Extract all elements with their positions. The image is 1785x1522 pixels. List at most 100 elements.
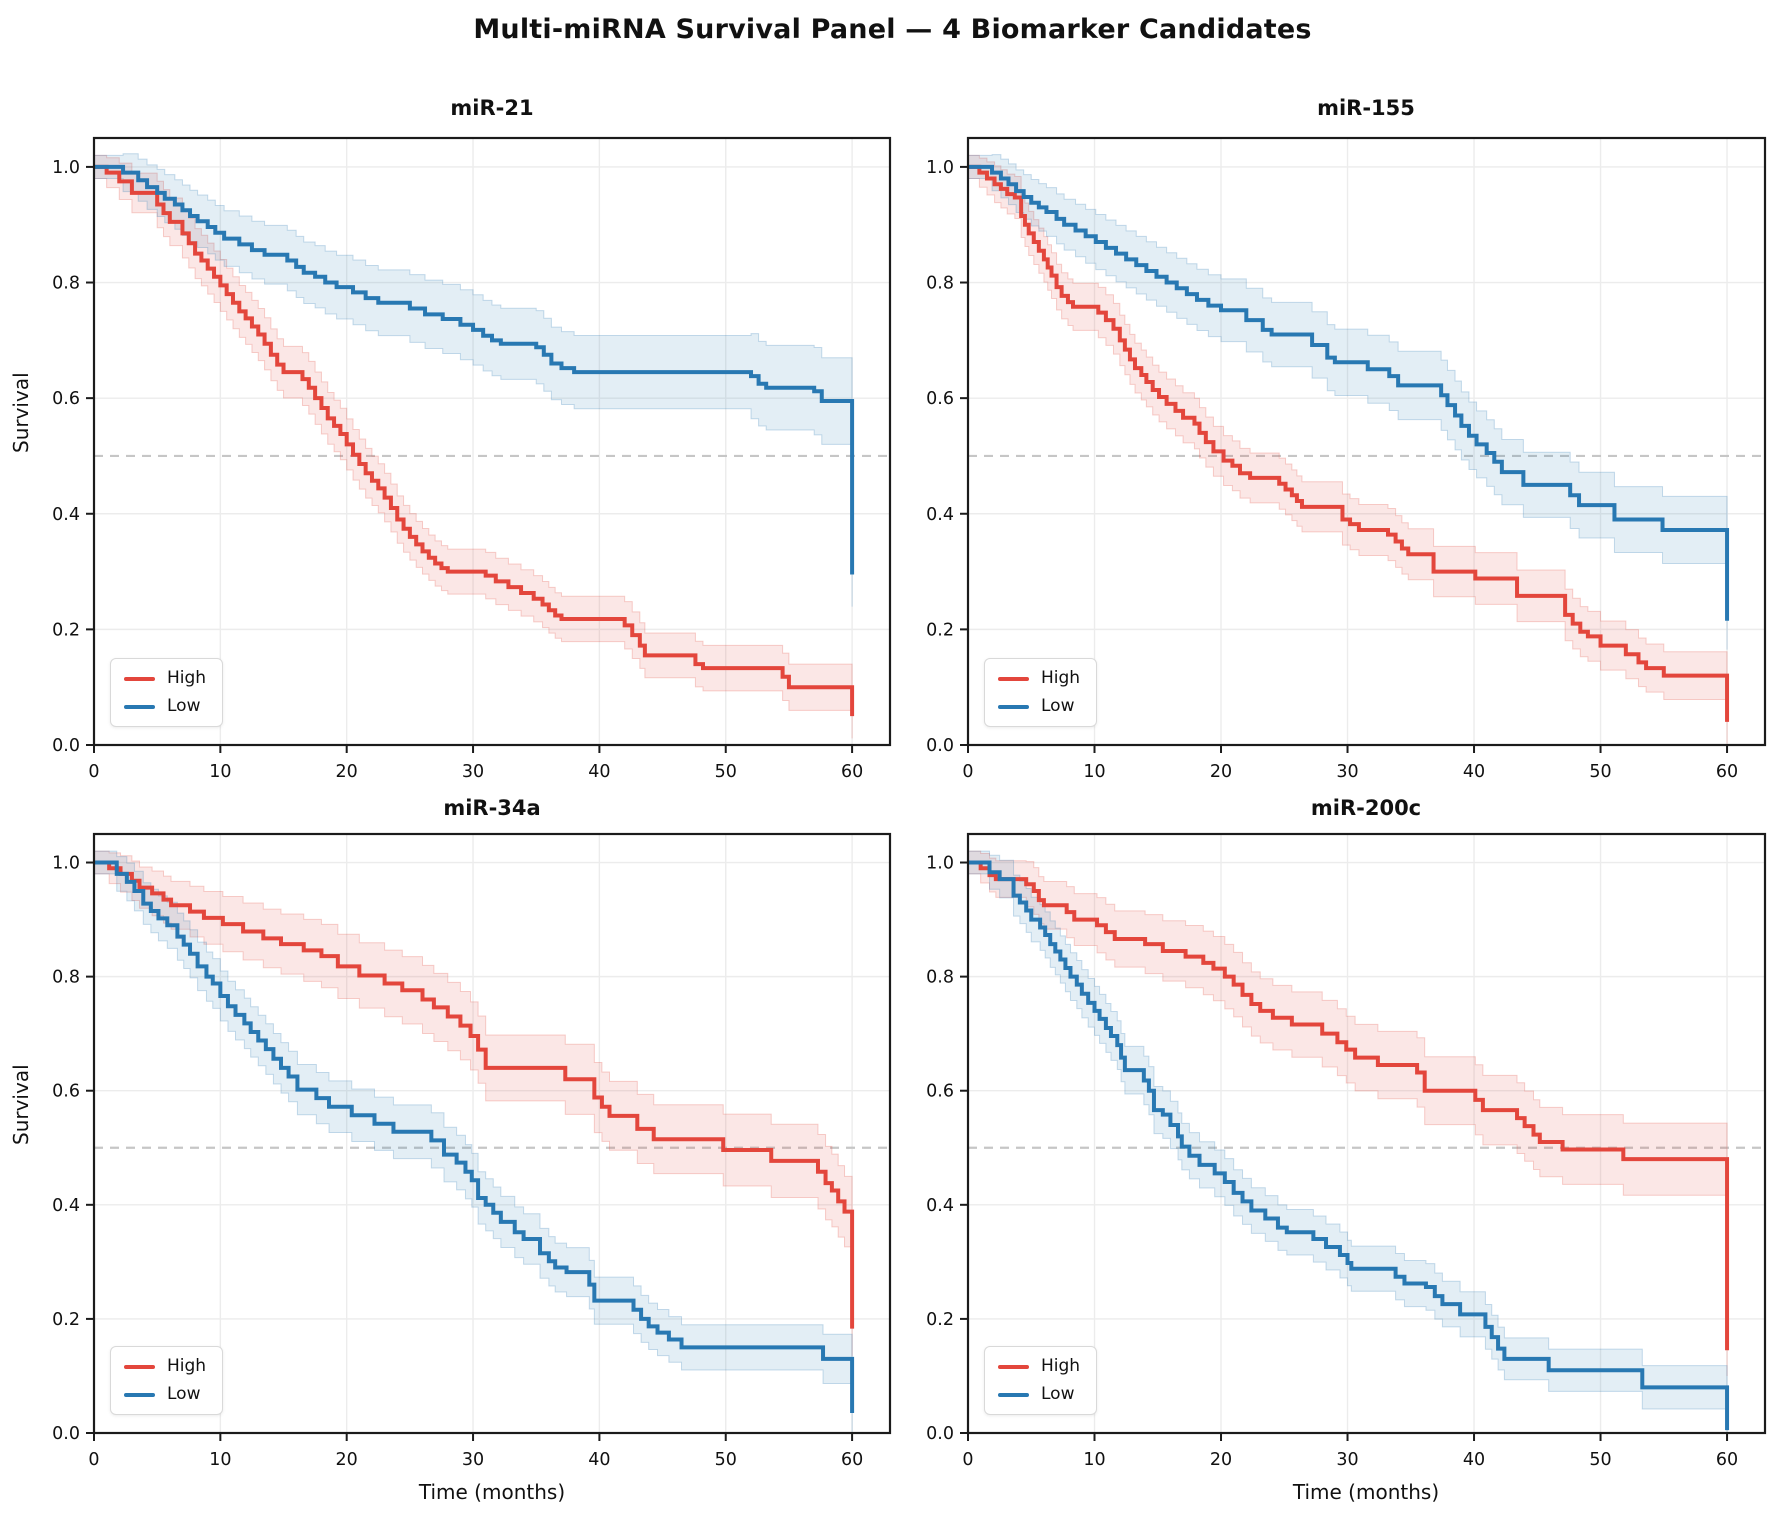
y-tick-label: 1.0 — [926, 158, 954, 178]
ci-band-low — [967, 850, 1728, 1432]
plot-spines — [92, 832, 892, 1435]
legend-label-low: Low — [167, 1384, 201, 1404]
x-tick-label: 50 — [715, 762, 737, 782]
y-tick-label: 0.0 — [52, 1424, 80, 1444]
y-tick-label: 0.6 — [926, 389, 954, 409]
x-tick-label: 40 — [588, 1450, 610, 1470]
low-line-swatch — [124, 1392, 155, 1397]
legend-label-low: Low — [1041, 696, 1075, 716]
survival-curve-high — [94, 164, 855, 717]
legend-label-high: High — [167, 668, 207, 688]
x-tick-label: 20 — [1210, 1450, 1232, 1470]
x-tick-label: 10 — [1083, 1450, 1105, 1470]
x-tick-label: 0 — [88, 762, 99, 782]
x-tick-label: 10 — [1083, 762, 1105, 782]
y-tick-label: 0.4 — [926, 505, 954, 525]
high-line-swatch — [998, 1364, 1029, 1369]
x-tick-label: 30 — [1336, 762, 1358, 782]
y-tick-label: 0.2 — [926, 1310, 954, 1330]
panel-title-mir-21: miR-21 — [450, 96, 534, 120]
x-tick-label: 20 — [336, 762, 358, 782]
x-tick-label: 10 — [209, 1450, 231, 1470]
x-axis-label: Time (months) — [1292, 1480, 1440, 1504]
survival-curve-low — [968, 164, 1730, 621]
axis-ticks: 0 10 20 30 40 50 60 0.0 0.2 0.4 0.6 0.8 1.0 — [926, 854, 1738, 1470]
legend-label-low: Low — [167, 696, 201, 716]
x-tick-label: 60 — [841, 1450, 863, 1470]
x-tick-label: 30 — [1336, 1450, 1358, 1470]
x-tick-label: 20 — [1210, 762, 1232, 782]
survival-curve-high — [968, 164, 1730, 722]
legend-item-low: Low — [998, 1386, 1080, 1403]
legend-mir-21: High Low — [110, 658, 224, 727]
legend-mir-200c: High Low — [984, 1346, 1098, 1415]
legend-item-low: Low — [998, 698, 1080, 715]
y-tick-label: 0.8 — [52, 968, 80, 988]
legend-item-high: High — [998, 670, 1080, 687]
survival-curve-high — [94, 860, 855, 1329]
axis-ticks: 0 10 20 30 40 50 60 0.0 0.2 0.4 0.6 0.8 1.0 — [926, 158, 1738, 782]
y-tick-label: 0.2 — [52, 620, 80, 640]
panel-mir-155: 0 10 20 30 40 50 60 0.0 0.2 0.4 0.6 0.8 1.0 miR-155 … — [892, 60, 1785, 790]
legend-mir-34a: High Low — [110, 1346, 224, 1415]
legend-label-high: High — [1041, 668, 1081, 688]
y-tick-label: 0.0 — [926, 1424, 954, 1444]
x-tick-label: 20 — [336, 1450, 358, 1470]
panel-title-mir-34a: miR-34a — [443, 796, 541, 820]
panel-title-mir-200c: miR-200c — [1310, 796, 1422, 820]
legend-label-high: High — [167, 1356, 207, 1376]
y-tick-label: 0.2 — [926, 620, 954, 640]
y-tick-label: 0.4 — [52, 1196, 80, 1216]
y-tick-label: 0.6 — [926, 1082, 954, 1102]
legend-item-high: High — [124, 670, 206, 687]
gridlines — [968, 138, 1765, 745]
legend-item-low: Low — [124, 1386, 206, 1403]
y-axis-label-row2: Survival — [9, 1064, 33, 1145]
x-axis-label: Time (months) — [418, 1480, 566, 1504]
survival-curve-low — [94, 164, 855, 575]
x-tick-label: 0 — [962, 1450, 973, 1470]
x-tick-label: 0 — [962, 762, 973, 782]
y-tick-label: 0.4 — [926, 1196, 954, 1216]
ci-band-low — [93, 850, 853, 1432]
x-tick-label: 60 — [1716, 762, 1738, 782]
survival-curve-low — [968, 860, 1730, 1431]
x-tick-label: 0 — [88, 1450, 99, 1470]
y-axis-label-row1: Survival — [9, 372, 33, 453]
survival-plot-mir-21: 0 10 20 30 40 50 60 0.0 0.2 0.4 0.6 0.8 1.0 — [52, 136, 892, 782]
gridlines — [968, 834, 1765, 1433]
high-line-swatch — [124, 676, 155, 681]
figure-title: Multi-miRNA Survival Panel — 4 Biomarker… — [473, 14, 1312, 45]
plot-spines — [966, 832, 1767, 1435]
legend-item-high: High — [124, 1358, 206, 1375]
low-line-swatch — [124, 704, 155, 709]
survival-curve-low — [94, 860, 855, 1414]
legend-item-low: Low — [124, 698, 206, 715]
x-tick-label: 60 — [1716, 1450, 1738, 1470]
axis-ticks: 0 10 20 30 40 50 60 0.0 0.2 0.4 0.6 0.8 1.0 — [52, 158, 863, 782]
ci-band-low — [93, 153, 853, 607]
legend-item-high: High — [998, 1358, 1080, 1375]
x-tick-label: 30 — [462, 762, 484, 782]
axis-ticks: 0 10 20 30 40 50 60 0.0 0.2 0.4 0.6 0.8 1.0 — [52, 854, 863, 1470]
y-tick-label: 0.6 — [52, 1082, 80, 1102]
legend-label-low: Low — [1041, 1384, 1075, 1404]
panel-mir-21: 0 10 20 30 40 50 60 0.0 0.2 0.4 0.6 0.8 1.0 miR-21 H… — [0, 60, 892, 790]
y-tick-label: 1.0 — [52, 158, 80, 178]
survival-plot-mir-200c: 0 10 20 30 40 50 60 0.0 0.2 0.4 0.6 0.8 1.0 — [926, 832, 1767, 1470]
x-tick-label: 30 — [462, 1450, 484, 1470]
x-tick-label: 60 — [841, 762, 863, 782]
y-tick-label: 1.0 — [52, 854, 80, 874]
legend-label-high: High — [1041, 1356, 1081, 1376]
panel-mir-34a: 0 10 20 30 40 50 60 0.0 0.2 0.4 0.6 0.8 1.0 miR-34a … — [0, 790, 892, 1522]
plot-spines — [966, 136, 1767, 747]
x-tick-label: 40 — [1463, 762, 1485, 782]
x-tick-label: 10 — [209, 762, 231, 782]
x-tick-label: 50 — [715, 1450, 737, 1470]
x-tick-label: 40 — [1463, 1450, 1485, 1470]
survival-plot-mir-34a: 0 10 20 30 40 50 60 0.0 0.2 0.4 0.6 0.8 1.0 — [52, 832, 892, 1470]
legend-mir-155: High Low — [984, 658, 1098, 727]
survival-plot-mir-155: 0 10 20 30 40 50 60 0.0 0.2 0.4 0.6 0.8 1.0 — [926, 136, 1767, 782]
x-tick-label: 50 — [1589, 762, 1611, 782]
y-tick-label: 0.2 — [52, 1310, 80, 1330]
